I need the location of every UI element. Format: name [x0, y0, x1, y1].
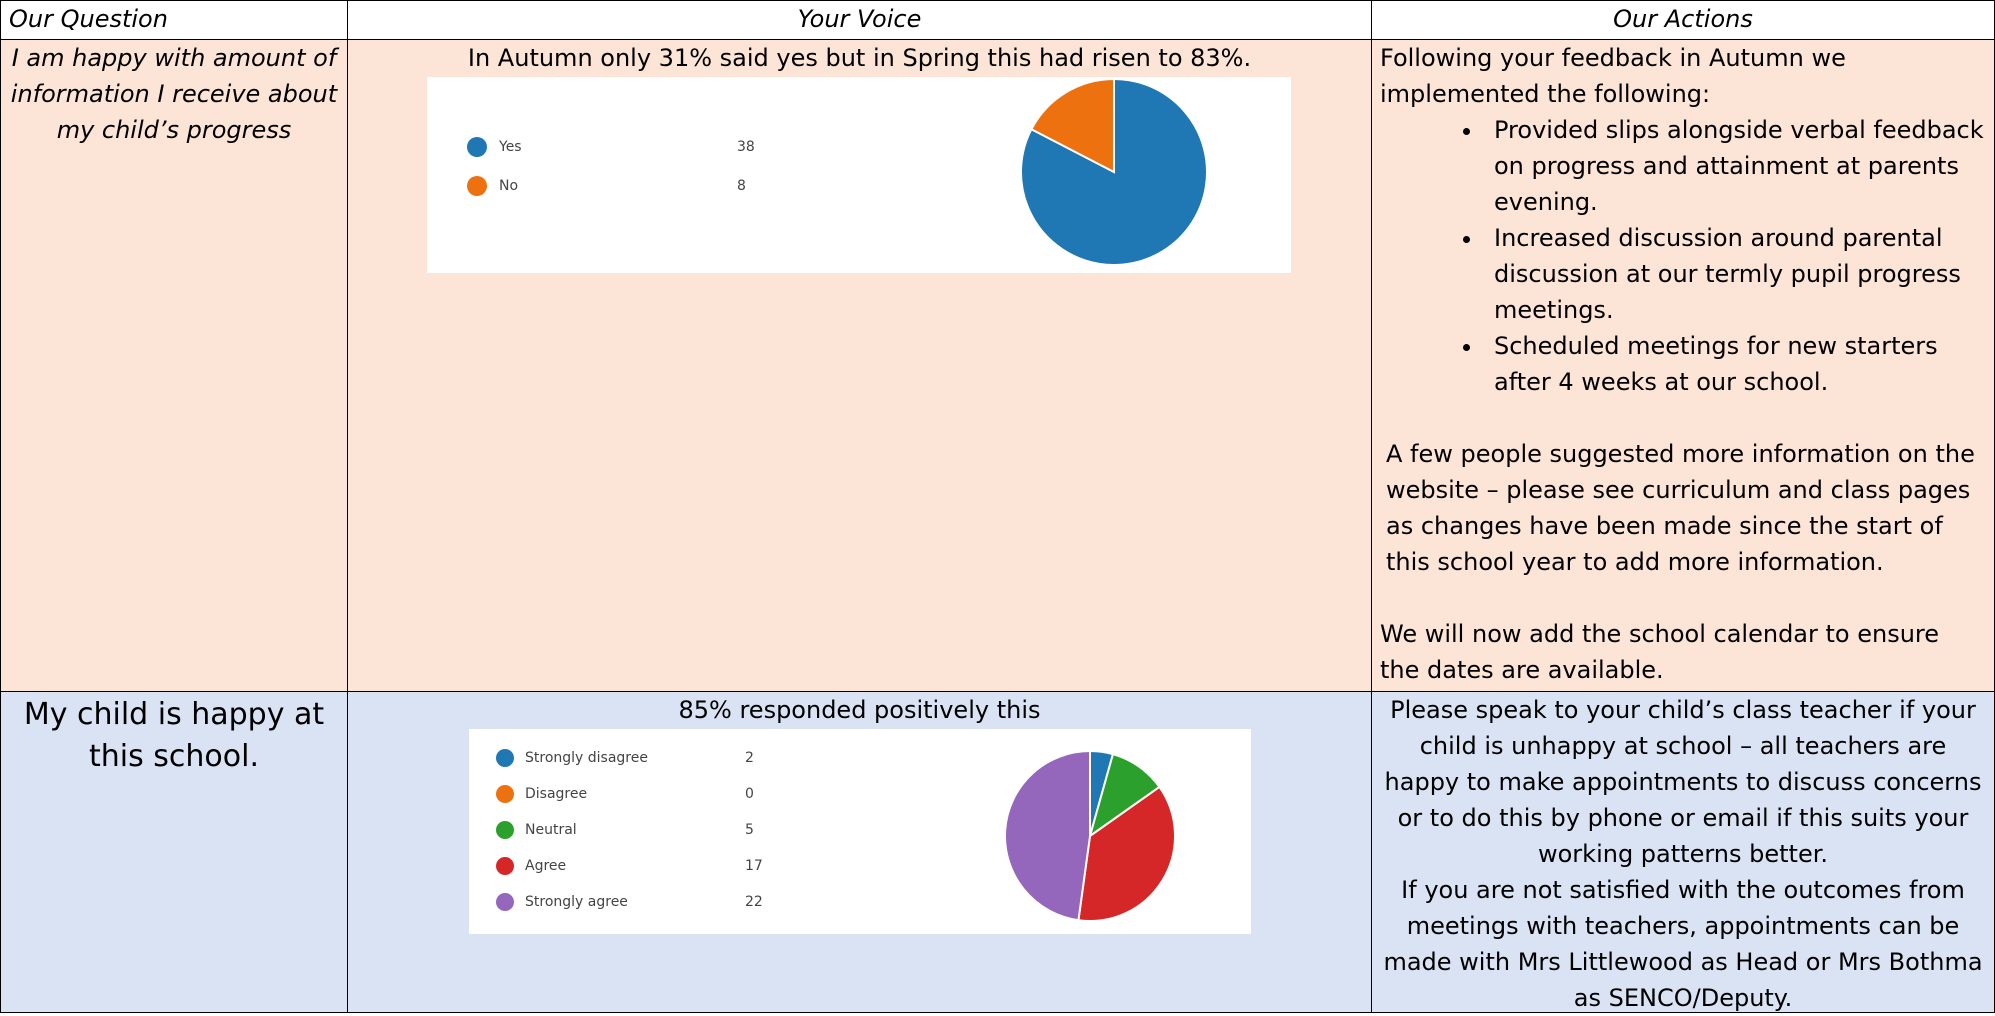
legend-label: Agree — [525, 858, 566, 874]
legend-count: 8 — [737, 178, 746, 194]
actions-cell: Please speak to your child’s class teach… — [1371, 691, 1995, 1013]
actions-paragraph: We will now add the school calendar to e… — [1380, 620, 1940, 684]
legend-dot — [467, 137, 487, 157]
voice-text: In Autumn only 31% said yes but in Sprin… — [467, 44, 1252, 72]
legend-dot — [496, 857, 514, 875]
legend-dot — [496, 749, 514, 767]
legend-label: Yes — [498, 139, 522, 155]
legend-count: 38 — [737, 139, 755, 155]
question: My child is happy at this school. — [23, 697, 325, 774]
action-item: Increased discussion around parental dis… — [1484, 220, 1986, 328]
legend-label: Disagree — [525, 786, 587, 802]
actions-paragraph: A few people suggested more information … — [1386, 440, 1975, 576]
legend-label: No — [499, 178, 518, 194]
legend-count: 5 — [745, 822, 754, 838]
pie-slice — [1030, 77, 1115, 174]
voice-text: 85% responded positively this — [678, 696, 1041, 724]
legend-label: Strongly disagree — [525, 750, 648, 766]
voice-cell: 85% responded positively this Strongly d… — [347, 691, 1372, 1013]
legend-label: Neutral — [525, 822, 577, 838]
pie-slice — [1077, 785, 1176, 922]
chart-image: Yes 38 No 8 — [427, 77, 1291, 273]
legend-count: 0 — [745, 786, 754, 802]
legend-dot — [496, 893, 514, 911]
actions-cell: Following your feedback in Autumn we imp… — [1371, 39, 1995, 692]
legend-dot — [496, 785, 514, 803]
pie-chart: Strongly disagree 2 Disagree 0 Neutral 5 Agree… — [496, 749, 1176, 922]
header-cell: Our Question — [0, 0, 348, 40]
question-cell: I am happy with amount of information I … — [0, 39, 348, 692]
question: I am happy with amount of information I … — [10, 44, 338, 144]
pie-chart: Yes 38 No 8 — [467, 77, 1208, 266]
actions-paragraph: Please speak to your child’s class teach… — [1384, 696, 1982, 868]
action-item: Provided slips alongside verbal feedback… — [1484, 112, 1986, 220]
legend-dot — [467, 176, 487, 196]
actions-list: Provided slips alongside verbal feedback… — [1380, 112, 1986, 400]
actions-paragraph: If you are not satisfied with the outcom… — [1383, 876, 1983, 1012]
legend-label: Strongly agree — [525, 894, 628, 910]
header-cell: Your Voice — [347, 0, 1372, 40]
voice-cell: In Autumn only 31% said yes but in Sprin… — [347, 39, 1372, 692]
pie-slice — [1004, 749, 1091, 922]
legend-count: 2 — [745, 750, 754, 766]
chart-image: Strongly disagree 2 Disagree 0 Neutral 5 Agree… — [469, 729, 1251, 934]
legend-count: 22 — [745, 894, 763, 910]
actions-intro: Following your feedback in Autumn we imp… — [1380, 44, 1846, 108]
legend-count: 17 — [745, 858, 763, 874]
legend-dot — [496, 821, 514, 839]
header-cell: Our Actions — [1371, 0, 1995, 40]
action-item: Scheduled meetings for new starters afte… — [1484, 328, 1986, 400]
question-cell: My child is happy at this school. — [0, 691, 348, 1013]
